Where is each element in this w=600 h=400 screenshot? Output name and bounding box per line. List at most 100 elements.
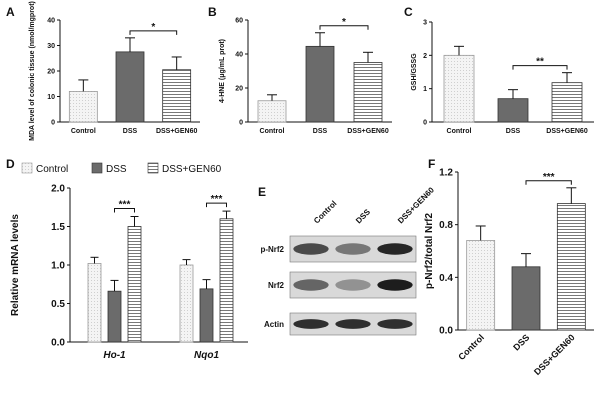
significance-marker: *** <box>211 194 223 205</box>
significance-bracket <box>512 65 568 70</box>
y-tick-label: 0 <box>423 120 427 127</box>
bar-dss-gen60 <box>551 82 583 123</box>
y-tick-label: 10 <box>47 94 55 101</box>
y-tick-label: 0.5 <box>51 299 65 310</box>
significance-bracket <box>206 202 227 208</box>
y-tick-label: 2 <box>423 53 427 60</box>
bar-dss <box>305 45 335 123</box>
legend-swatch-control <box>21 162 33 174</box>
y-tick-label: 40 <box>47 18 55 25</box>
bar-control <box>443 54 475 123</box>
y-tick-label: 3 <box>423 20 427 27</box>
y-tick-label: 1.5 <box>51 222 65 233</box>
bar-dss-gen60 <box>127 226 142 343</box>
y-tick-label: 30 <box>47 43 55 50</box>
bar-control <box>87 263 102 343</box>
x-category-label: Control <box>456 332 486 362</box>
x-category-label: DSS <box>506 128 521 135</box>
wb-band <box>293 279 329 291</box>
legend-swatch-dss-gen60 <box>147 162 159 174</box>
chart-mda: 0 10 20 30 40 MDA level of colonic tissue (nm… <box>29 1 200 141</box>
significance-marker: * <box>151 22 155 33</box>
significance-marker: ** <box>536 57 544 68</box>
wb-row-label: Nrf2 <box>268 281 285 290</box>
y-tick-label: 0 <box>239 120 243 127</box>
bar-dss <box>107 290 122 343</box>
panel-letter-a: A <box>6 5 15 19</box>
bar-control <box>179 264 194 343</box>
panel-letter-d: D <box>6 157 15 171</box>
panel-letter-e: E <box>258 185 266 199</box>
y-axis-label: 4-HNE (μg/mL prot) <box>219 39 226 103</box>
significance-marker: *** <box>543 172 555 183</box>
bar-dss <box>497 98 529 123</box>
y-axis-label: p-Nrf2/total Nrf2 <box>424 213 435 290</box>
wb-band <box>377 243 413 255</box>
wb-row-label: Actin <box>264 320 284 329</box>
legend-label-dss: DSS <box>106 164 127 175</box>
y-tick-label: 0.0 <box>51 338 65 349</box>
y-tick-label: 0 <box>51 120 55 127</box>
significance-bracket <box>525 180 572 185</box>
y-tick-label: 1.2 <box>439 168 453 179</box>
bar-dss <box>199 288 214 343</box>
chart-4hne: 0 20 40 60 4-HNE (μg/mL prot) Control DSS DSS+G… <box>219 17 392 135</box>
wb-row-label: p-Nrf2 <box>260 245 284 254</box>
significance-bracket <box>114 207 135 213</box>
legend-label-control: Control <box>36 164 68 175</box>
x-category-label: DSS+GEN60 <box>347 128 389 135</box>
wb-band <box>293 319 329 329</box>
legend-label-dss-gen60: DSS+GEN60 <box>162 164 222 175</box>
bar-dss-gen60 <box>353 62 383 123</box>
legend-swatch-dss <box>91 162 103 174</box>
x-category-label: DSS <box>511 332 531 352</box>
wb-band <box>335 279 371 291</box>
x-category-label: DSS+GEN60 <box>546 128 588 135</box>
y-tick-label: 1.0 <box>51 261 65 272</box>
chart-pnrf2-ratio: 0.0 0.4 0.8 1.2 p-Nrf2/total Nrf2 Control DSS D… <box>424 168 594 377</box>
bar-control <box>68 91 98 123</box>
bar-control <box>466 240 496 331</box>
panel-letter-b: B <box>208 5 217 19</box>
y-axis-label: MDA level of colonic tissue (nmol/mgprot… <box>29 1 36 141</box>
y-tick-label: 2.0 <box>51 184 65 195</box>
chart-gsh-gssg: 0 1 2 3 GSH/GSSG Control DSS DSS+GEN60 ** <box>411 20 594 135</box>
y-tick-label: 20 <box>47 69 55 76</box>
significance-marker: *** <box>119 199 131 210</box>
wb-band <box>335 319 371 329</box>
chart-mrna: 0.0 0.5 1.0 1.5 2.0 Relative mRNA levels Ho-1 N… <box>10 184 248 361</box>
y-tick-label: 0.0 <box>439 326 453 337</box>
panel-letter-c: C <box>404 5 413 19</box>
bar-dss <box>115 51 145 123</box>
y-tick-label: 0.4 <box>439 273 453 284</box>
wb-column-label: Control <box>312 199 338 225</box>
legend: Control DSS DSS+GEN60 <box>21 162 222 175</box>
bar-dss-gen60 <box>162 69 192 123</box>
bar-control <box>257 100 287 123</box>
bar-dss <box>511 266 541 331</box>
bar-dss-gen60 <box>219 218 234 343</box>
x-category-label: DSS <box>123 128 138 135</box>
x-category-label: Control <box>71 128 96 135</box>
x-category-label: Control <box>260 128 285 135</box>
wb-band <box>377 319 413 329</box>
y-tick-label: 60 <box>235 18 243 25</box>
x-category-label: DSS <box>313 128 328 135</box>
y-tick-label: 1 <box>423 86 427 93</box>
y-tick-label: 20 <box>235 86 243 93</box>
wb-band <box>293 243 329 255</box>
y-axis-label: GSH/GSSG <box>411 53 418 91</box>
y-tick-label: 0.8 <box>439 220 453 231</box>
x-category-label: DSS+GEN60 <box>532 332 577 377</box>
x-category-label: Ho-1 <box>103 350 126 361</box>
x-category-label: DSS+GEN60 <box>156 128 198 135</box>
wb-band <box>377 279 413 291</box>
significance-bracket <box>319 25 369 30</box>
x-category-label: Control <box>447 128 472 135</box>
significance-marker: * <box>342 17 346 28</box>
x-category-label: Nqo1 <box>194 350 219 361</box>
y-tick-label: 40 <box>235 52 243 59</box>
wb-column-label: DSS <box>354 207 372 225</box>
